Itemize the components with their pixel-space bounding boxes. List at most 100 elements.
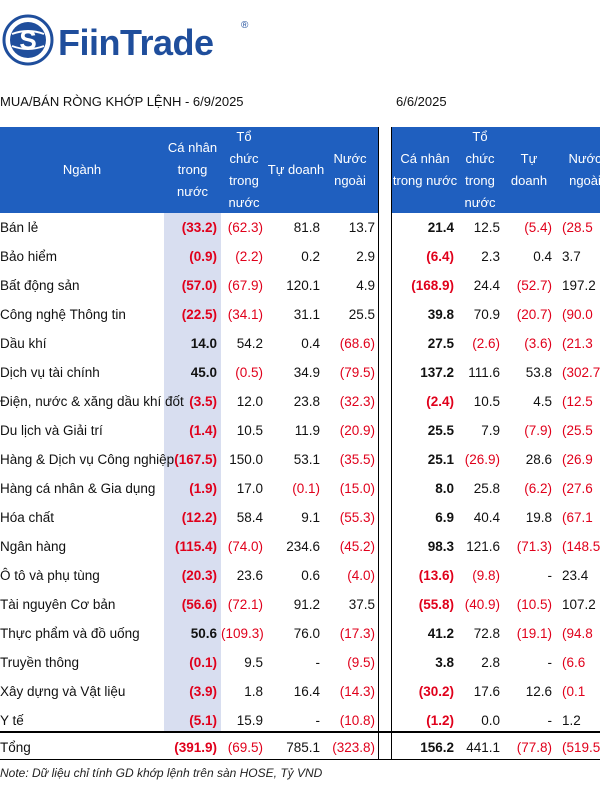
logo-globe-icon: S	[2, 14, 54, 66]
table-row: 39.8 70.9 (20.7) (90.0	[392, 300, 600, 329]
table-row: 27.5 (2.6) (3.6) (21.3	[392, 329, 600, 358]
table-row: 3.8 2.8 - (6.6	[392, 648, 600, 677]
cell-right-nuocngoai: (148.5	[562, 539, 600, 554]
cell-right-nuocngoai: (90.0	[562, 307, 593, 322]
cell-left-tochuc: (72.1)	[227, 597, 263, 612]
cell-left-tudoanh: 0.6	[301, 568, 320, 583]
cell-right-canhan: (55.8)	[418, 597, 454, 612]
cell-left-canhan: (0.9)	[189, 249, 217, 264]
header-tochuc-right: Tổ chức trong nước	[464, 129, 496, 210]
sector-name: Thực phẩm và đồ uống	[0, 626, 140, 641]
cell-left-tochuc: 9.5	[244, 655, 263, 670]
cell-left-tudoanh: 34.9	[293, 365, 320, 380]
cell-right-nuocngoai: 107.2	[562, 597, 596, 612]
cell-left-tudoanh: 785.1	[286, 740, 320, 755]
cell-left-canhan: (5.1)	[189, 713, 217, 728]
cell-left-canhan: (57.0)	[181, 278, 217, 293]
cell-left-tudoanh: 16.4	[293, 684, 320, 699]
cell-right-tudoanh: 19.8	[525, 510, 552, 525]
footnote: Note: Dữ liệu chỉ tính GD khớp lệnh trên…	[0, 766, 323, 780]
cell-left-nuocngoai: (9.5)	[347, 655, 375, 670]
cell-left-tudoanh: (0.1)	[292, 481, 320, 496]
cell-right-nuocngoai: 197.2	[562, 278, 596, 293]
cell-left-canhan: (391.9)	[174, 740, 217, 755]
cell-left-nuocngoai: (45.2)	[339, 539, 375, 554]
table-row: Tài nguyên Cơ bản (56.6) (72.1) 91.2 37.5	[0, 590, 378, 619]
cell-left-tudoanh: 76.0	[293, 626, 320, 641]
cell-right-nuocngoai: (27.6	[562, 481, 593, 496]
table-row: 21.4 12.5 (5.4) (28.5	[392, 213, 600, 242]
cell-left-tudoanh: 9.1	[301, 510, 320, 525]
sector-name: Xây dựng và Vật liệu	[0, 684, 126, 699]
cell-left-tudoanh: -	[315, 713, 321, 728]
cell-right-tudoanh: (19.1)	[516, 626, 552, 641]
table-row: 8.0 25.8 (6.2) (27.6	[392, 474, 600, 503]
cell-left-tochuc: (34.1)	[227, 307, 263, 322]
cell-left-canhan: (3.5)	[189, 394, 217, 409]
cell-right-tudoanh: (3.6)	[524, 336, 552, 351]
table-row: 98.3 121.6 (71.3) (148.5	[392, 532, 600, 561]
sector-name: Bảo hiểm	[0, 249, 58, 264]
cell-right-canhan: (30.2)	[418, 684, 454, 699]
cell-right-tochuc: 111.6	[468, 365, 500, 380]
table-row: (55.8) (40.9) (10.5) 107.2	[392, 590, 600, 619]
cell-right-tudoanh: 12.6	[525, 684, 552, 699]
table-row: Truyền thông (0.1) 9.5 - (9.5)	[0, 648, 378, 677]
cell-right-canhan: 98.3	[427, 539, 454, 554]
cell-right-tudoanh: (20.7)	[516, 307, 552, 322]
brand-name: FiinTrade	[58, 22, 214, 63]
cell-right-tudoanh: (77.8)	[516, 740, 552, 755]
sector-name: Công nghệ Thông tin	[0, 307, 126, 322]
cell-left-canhan: 14.0	[190, 336, 217, 351]
cell-right-tochuc: 72.8	[473, 626, 500, 641]
cell-right-canhan: 39.8	[427, 307, 454, 322]
cell-right-tochuc: 2.3	[481, 249, 500, 264]
cell-left-tochuc: 150.0	[229, 452, 263, 467]
total-row-right: 156.2 441.1 (77.8) (519.5	[392, 733, 600, 762]
divider-right	[391, 127, 392, 760]
cell-left-nuocngoai: (32.3)	[339, 394, 375, 409]
cell-left-nuocngoai: (14.3)	[339, 684, 375, 699]
header-nuocngoai: Nước ngoài	[333, 151, 367, 188]
sector-name: Bất động sản	[0, 278, 80, 293]
cell-right-tochuc: 24.4	[473, 278, 500, 293]
cell-right-tochuc: 17.6	[473, 684, 500, 699]
cell-left-tudoanh: 120.1	[286, 278, 320, 293]
cell-right-tudoanh: (10.5)	[516, 597, 552, 612]
sector-name: Y tế	[0, 713, 24, 728]
table-row: 6.9 40.4 19.8 (67.1	[392, 503, 600, 532]
header-canhan: Cá nhân trong nước	[167, 140, 218, 199]
cell-left-tochuc: 54.2	[236, 336, 263, 351]
cell-right-tudoanh: -	[547, 568, 553, 583]
cell-right-tudoanh: 28.6	[525, 452, 552, 467]
cell-left-canhan: (33.2)	[181, 220, 217, 235]
table-row: Bán lẻ (33.2) (62.3) 81.8 13.7	[0, 213, 378, 242]
sector-name: Hàng & Dịch vụ Công nghiệp	[0, 452, 175, 467]
cell-right-tochuc: 12.5	[473, 220, 500, 235]
cell-left-nuocngoai: (10.8)	[339, 713, 375, 728]
cell-right-nuocngoai: (67.1	[562, 510, 593, 525]
sector-name: Ô tô và phụ tùng	[0, 568, 100, 583]
cell-left-tudoanh: -	[315, 655, 321, 670]
cell-right-tochuc: (26.9)	[464, 452, 500, 467]
cell-left-nuocngoai: 13.7	[348, 220, 375, 235]
cell-left-tochuc: (69.5)	[227, 740, 263, 755]
cell-right-nuocngoai: (21.3	[562, 336, 593, 351]
cell-left-tochuc: 23.6	[236, 568, 263, 583]
cell-right-nuocngoai: (12.5	[562, 394, 593, 409]
cell-left-canhan: (167.5)	[174, 452, 217, 467]
cell-right-tudoanh: (5.4)	[524, 220, 552, 235]
table-row: Hàng cá nhân & Gia dụng (1.9) 17.0 (0.1) (15…	[0, 474, 378, 503]
cell-left-nuocngoai: (15.0)	[339, 481, 375, 496]
cell-left-canhan: (3.9)	[189, 684, 217, 699]
sector-name: Ngân hàng	[0, 539, 67, 554]
table-row: 25.1 (26.9) 28.6 (26.9	[392, 445, 600, 474]
cell-right-nuocngoai: (25.5	[562, 423, 593, 438]
cell-right-tochuc: 441.1	[466, 740, 500, 755]
cell-right-canhan: (13.6)	[418, 568, 454, 583]
cell-left-tudoanh: 53.1	[293, 452, 320, 467]
cell-left-nuocngoai: (55.3)	[339, 510, 375, 525]
sector-name: Hóa chất	[0, 510, 55, 525]
table-row: Thực phẩm và đồ uống 50.6 (109.3) 76.0 (17.3…	[0, 619, 378, 648]
cell-left-tochuc: (109.3)	[221, 626, 264, 641]
